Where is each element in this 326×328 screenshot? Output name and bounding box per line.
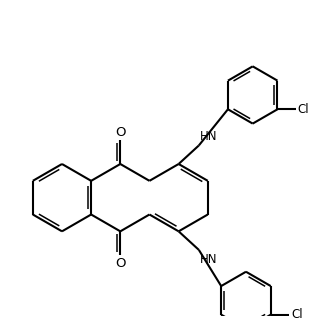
Text: Cl: Cl	[298, 103, 309, 116]
Text: HN: HN	[200, 130, 217, 143]
Text: Cl: Cl	[291, 308, 303, 321]
Text: O: O	[115, 126, 126, 138]
Text: O: O	[115, 257, 126, 270]
Text: HN: HN	[200, 253, 217, 266]
